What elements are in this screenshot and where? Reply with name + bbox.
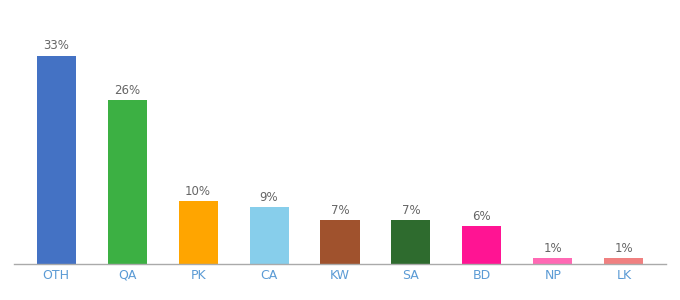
Bar: [320, 220, 360, 264]
Text: 1%: 1%: [615, 242, 633, 254]
Bar: [179, 201, 218, 264]
Text: 6%: 6%: [473, 210, 491, 223]
Bar: [107, 100, 147, 264]
Bar: [533, 258, 573, 264]
Text: 10%: 10%: [185, 185, 211, 198]
Bar: [605, 258, 643, 264]
Bar: [37, 56, 75, 264]
Text: 1%: 1%: [543, 242, 562, 254]
Bar: [392, 220, 430, 264]
Bar: [250, 207, 288, 264]
Text: 7%: 7%: [330, 204, 350, 217]
Text: 9%: 9%: [260, 191, 278, 204]
Text: 26%: 26%: [114, 84, 140, 97]
Bar: [462, 226, 501, 264]
Text: 7%: 7%: [402, 204, 420, 217]
Text: 33%: 33%: [44, 39, 69, 52]
